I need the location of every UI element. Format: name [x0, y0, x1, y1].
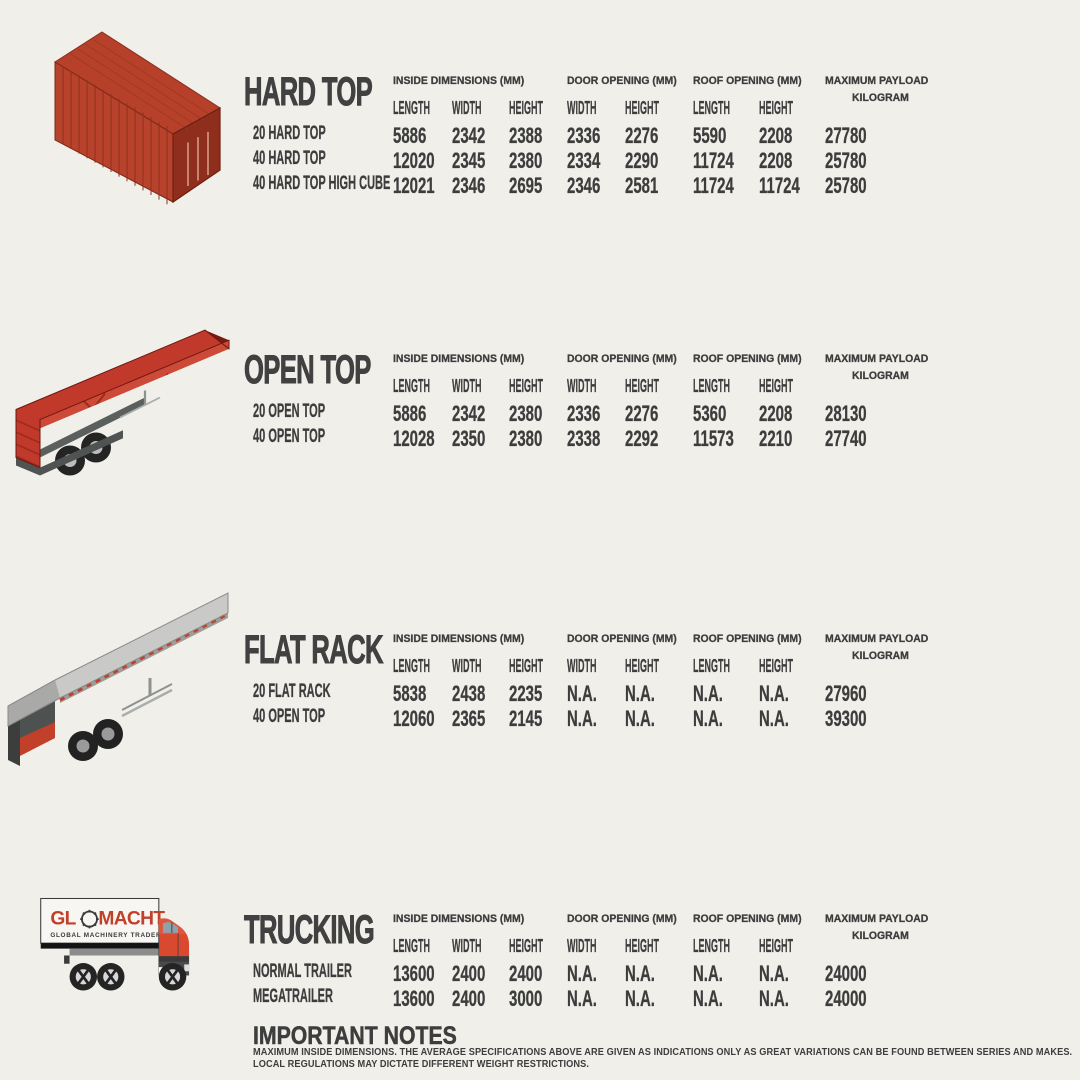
svg-text:MACHT: MACHT — [98, 909, 165, 930]
svg-text:GL: GL — [50, 909, 76, 930]
svg-text:GLOBAL MACHINERY TRADER: GLOBAL MACHINERY TRADER — [50, 932, 161, 939]
